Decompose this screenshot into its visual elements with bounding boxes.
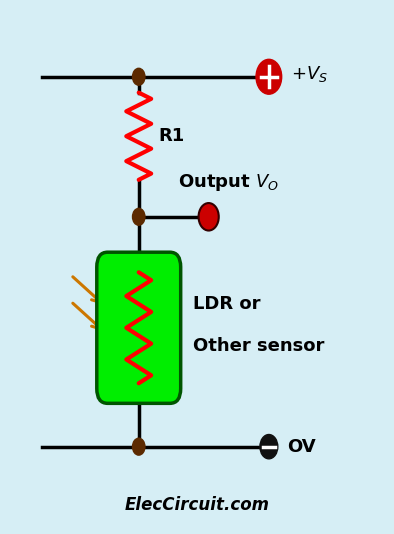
FancyBboxPatch shape [97, 252, 181, 403]
Text: Other sensor: Other sensor [193, 337, 325, 355]
Text: Output $V_O$: Output $V_O$ [178, 172, 279, 193]
Circle shape [256, 59, 282, 94]
Text: LDR or: LDR or [193, 295, 260, 313]
Circle shape [260, 435, 278, 459]
Circle shape [132, 438, 145, 455]
Text: OV: OV [288, 438, 316, 456]
Text: $+V_S$: $+V_S$ [292, 64, 328, 84]
Circle shape [132, 208, 145, 225]
Circle shape [199, 203, 219, 231]
Circle shape [132, 68, 145, 85]
Text: ElecCircuit.com: ElecCircuit.com [125, 496, 269, 514]
Text: R1: R1 [158, 127, 184, 145]
